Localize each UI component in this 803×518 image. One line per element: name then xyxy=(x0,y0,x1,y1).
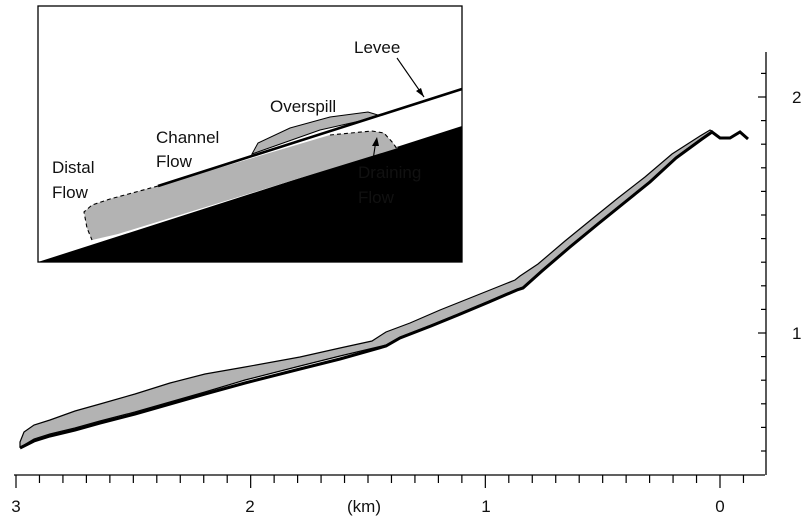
x-major-ticks xyxy=(15,475,721,488)
flow-deposit xyxy=(19,129,714,448)
profile-plot: 3 2 1 0 (km) 2 1 xyxy=(11,52,801,516)
x-tick-label-1: 1 xyxy=(481,497,490,516)
levee-arrow-head xyxy=(416,88,424,97)
y-tick-label-1: 1 xyxy=(792,324,801,343)
inset-label-distal-flow: Flow xyxy=(52,183,89,202)
x-tick-label-3: 3 xyxy=(11,497,20,516)
inset-diagram: Levee Overspill Channel Flow Distal Flow… xyxy=(37,5,463,263)
inset-label-channel-flow: Flow xyxy=(156,152,193,171)
inset-label-overspill: Overspill xyxy=(270,97,336,116)
y-ticks xyxy=(758,72,766,452)
x-tick-label-2: 2 xyxy=(245,497,254,516)
draining-arrow-head xyxy=(372,137,379,146)
x-axis: 3 2 1 0 (km) xyxy=(11,474,765,516)
ground-profile-line xyxy=(19,130,749,450)
x-tick-label-0: 0 xyxy=(715,497,724,516)
x-minor-ticks xyxy=(38,475,745,483)
inset-levee-line xyxy=(157,87,463,188)
inset-label-distal: Distal xyxy=(52,158,95,177)
inset-overspill xyxy=(250,111,380,155)
y-axis: 2 1 xyxy=(758,52,801,475)
inset-draining-dashed-outline xyxy=(329,130,398,150)
inset-label-draining: Draining xyxy=(358,163,421,182)
x-axis-unit-label: (km) xyxy=(347,497,381,516)
inset-label-channel: Channel xyxy=(156,128,219,147)
inset-label-levee: Levee xyxy=(354,38,400,57)
inset-label-draining-flow: Flow xyxy=(358,188,395,207)
inset-flow-body xyxy=(84,131,398,240)
y-tick-label-2: 2 xyxy=(792,88,801,107)
